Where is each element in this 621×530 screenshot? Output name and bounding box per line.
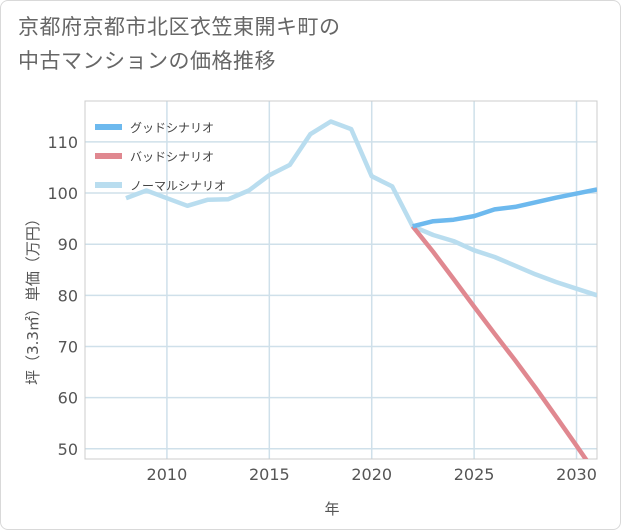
x-tick-label: 2030 [556, 465, 597, 484]
legend-label-normal: ノーマルシナリオ [130, 179, 226, 193]
chart-title-line1: 京都府京都市北区衣笠東開キ町の [18, 15, 341, 39]
y-tick-label: 110 [47, 133, 78, 152]
plot-border [84, 100, 598, 460]
y-axis-ticks: 50 60 70 80 90 100 110 [47, 133, 78, 459]
x-tick-label: 2015 [249, 465, 290, 484]
chart-title-line2: 中古マンションの価格推移 [18, 49, 276, 73]
x-tick-label: 2025 [454, 465, 495, 484]
legend-swatch-bad [95, 153, 122, 159]
x-tick-label: 2010 [147, 465, 188, 484]
plot-area [84, 100, 598, 460]
x-tick-label: 2020 [351, 465, 392, 484]
series-line-bad [410, 224, 589, 459]
legend-label-bad: バッドシナリオ [130, 150, 214, 164]
legend-label-good: グッドシナリオ [130, 121, 214, 135]
y-tick-label: 90 [58, 235, 78, 254]
legend-swatch-good [95, 124, 122, 130]
chart-title: 京都府京都市北区衣笠東開キ町の 中古マンションの価格推移 [18, 10, 608, 78]
x-axis-ticks: 2010 2015 2020 2025 2030 [147, 465, 597, 484]
y-tick-label: 80 [58, 286, 78, 305]
y-axis-label: 坪（3.3㎡）単価（万円） [24, 211, 42, 385]
x-axis-label: 年 [324, 500, 339, 518]
series-line-good [412, 187, 597, 229]
y-tick-label: 60 [58, 389, 78, 408]
y-tick-label: 50 [58, 440, 78, 459]
y-tick-label: 100 [47, 184, 78, 203]
series-layer [125, 119, 597, 459]
legend-swatch-normal [95, 182, 122, 188]
series-line-normal [125, 119, 597, 298]
y-tick-label: 70 [58, 337, 78, 356]
grid [85, 101, 597, 459]
